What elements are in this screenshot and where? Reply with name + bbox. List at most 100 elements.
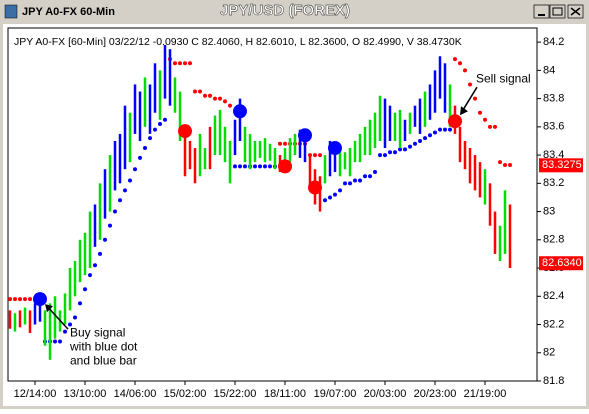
stop-dot [218, 96, 222, 101]
info-line: JPY A0-FX [60-Min] 03/22/12 -0.0930 C 82… [14, 36, 462, 48]
stop-dot [413, 141, 417, 146]
stop-dot [403, 147, 407, 152]
stop-dot [373, 170, 377, 175]
stop-dot [443, 127, 447, 132]
signal-dot [33, 292, 47, 307]
stop-dot [508, 162, 512, 167]
stop-dot [473, 96, 477, 101]
stop-dot [58, 339, 62, 344]
stop-dot [388, 150, 392, 155]
arrow-head [460, 106, 468, 116]
stop-dot [483, 117, 487, 122]
stop-dot [478, 110, 482, 115]
stop-dot [213, 96, 217, 101]
minimize-button[interactable] [533, 4, 550, 19]
stop-dot [468, 82, 472, 87]
stop-dot [243, 164, 247, 169]
y-tick-label: 83.2 [543, 177, 564, 189]
stop-dot [183, 61, 187, 66]
signal-dot [178, 124, 192, 139]
stop-dot [358, 178, 362, 183]
y-tick-label: 82 [543, 347, 555, 359]
stop-dot [463, 68, 467, 73]
stop-dot [398, 147, 402, 152]
stop-dot [363, 174, 367, 179]
stop-dot [423, 136, 427, 141]
chart-title: JPY/USD (FOREX) [220, 2, 350, 19]
annotation-text: with blue dot [69, 339, 138, 353]
stop-dot [318, 153, 322, 158]
stop-dot [453, 57, 457, 62]
stop-dot [108, 223, 112, 228]
stop-dot [493, 124, 497, 129]
stop-dot [163, 117, 167, 122]
stop-dot [393, 150, 397, 155]
stop-dot [488, 124, 492, 129]
signal-dot [328, 141, 342, 156]
window-buttons [533, 4, 584, 19]
stop-dot [338, 188, 342, 193]
stop-dot [158, 122, 162, 127]
x-tick-label: 12/14:00 [14, 388, 57, 400]
stop-dot [13, 297, 17, 302]
stop-dot [208, 93, 212, 98]
stop-dot [23, 297, 27, 302]
x-tick-label: 20/23:00 [414, 388, 457, 400]
window-icon[interactable] [4, 4, 18, 19]
stop-dot [123, 188, 127, 193]
stop-dot [78, 301, 82, 306]
stop-dot [28, 297, 32, 302]
stop-dot [428, 133, 432, 138]
stop-dot [173, 61, 177, 66]
signal-dot [233, 104, 247, 119]
stop-dot [228, 103, 232, 108]
stop-dot [18, 297, 22, 302]
y-tick-label: 82.2 [543, 318, 564, 330]
stop-dot [73, 315, 77, 320]
close-icon [570, 7, 581, 16]
y-tick-label: 83.6 [543, 121, 564, 133]
stop-dot [193, 89, 197, 94]
x-tick-label: 20/03:00 [364, 388, 407, 400]
stop-dot [368, 174, 372, 179]
y-tick-label: 82.8 [543, 234, 564, 246]
stop-dot [333, 192, 337, 197]
stop-dot [203, 93, 207, 98]
stop-dot [313, 153, 317, 158]
stop-dot [88, 273, 92, 278]
stop-dot [348, 181, 352, 186]
x-tick-label: 13/10:00 [64, 388, 107, 400]
stop-dot [128, 178, 132, 183]
stop-dot [378, 153, 382, 158]
x-tick-label: 19/07:00 [314, 388, 357, 400]
stop-dot [143, 146, 147, 151]
stop-dot [233, 164, 237, 169]
stop-dot [118, 198, 122, 203]
stop-dot [103, 237, 107, 242]
stop-dot [253, 164, 257, 169]
stop-dot [438, 127, 442, 132]
signal-dot [308, 180, 322, 195]
y-tick-label: 82.4 [543, 290, 564, 302]
stop-dot [498, 160, 502, 165]
stop-dot [68, 322, 72, 327]
stop-dot [258, 164, 262, 169]
stop-dot [503, 162, 507, 167]
maximize-button[interactable] [549, 4, 566, 19]
title-bar [2, 2, 587, 22]
stop-dot [383, 153, 387, 158]
maximize-icon [552, 7, 563, 16]
y-tick-label: 83 [543, 205, 555, 217]
stop-dot [343, 181, 347, 186]
stop-dot [418, 138, 422, 143]
x-tick-label: 14/06:00 [114, 388, 157, 400]
y-tick-label: 83.4 [543, 149, 564, 161]
stop-dot [98, 251, 102, 256]
x-tick-label: 15/22:00 [214, 388, 257, 400]
stop-dot [153, 127, 157, 132]
stop-dot [178, 61, 182, 66]
stop-dot [353, 178, 357, 183]
stop-dot [198, 89, 202, 94]
